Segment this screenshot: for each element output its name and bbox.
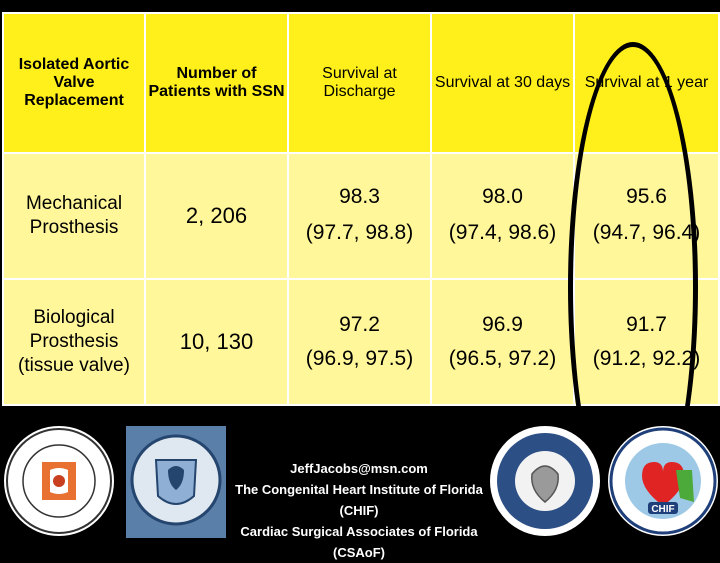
chif-logo-text: CHIF <box>651 504 674 515</box>
survival-value: 96.9 <box>482 313 523 336</box>
sts-seal-logo <box>4 426 114 536</box>
chif-logo: CHIF <box>608 426 718 536</box>
survival-value: 91.7 <box>626 313 667 336</box>
confidence-interval: (97.4, 98.6) <box>448 221 557 244</box>
patient-count: 2, 206 <box>144 152 289 280</box>
survival-grid: Isolated Aortic Valve Replacement Number… <box>2 12 720 406</box>
header-patients: Number of Patients with SSN <box>144 12 289 154</box>
confidence-interval: (96.5, 97.2) <box>448 347 557 370</box>
row-label: Biological Prosthesis (tissue valve) <box>2 278 146 406</box>
patient-count: 10, 130 <box>144 278 289 406</box>
header-discharge: Survival at Discharge <box>287 12 432 154</box>
table-row: Biological Prosthesis (tissue valve) 10,… <box>2 278 720 406</box>
day30-cell: 96.9 (96.5, 97.2) <box>430 278 575 406</box>
credits-block: JeffJacobs@msn.com The Congenital Heart … <box>234 458 484 563</box>
confidence-interval: (94.7, 96.4) <box>592 221 701 244</box>
discharge-cell: 97.2 (96.9, 97.5) <box>287 278 432 406</box>
header-30-days: Survival at 30 days <box>430 12 575 154</box>
day30-cell: 98.0 (97.4, 98.6) <box>430 152 575 280</box>
survival-table: Isolated Aortic Valve Replacement Number… <box>0 12 720 414</box>
survival-value: 98.3 <box>339 185 380 208</box>
survival-value: 97.2 <box>339 313 380 336</box>
survival-value: 95.6 <box>626 185 667 208</box>
csaof-line: Cardiac Surgical Associates of Florida (… <box>240 524 478 560</box>
footer: JeffJacobs@msn.com The Congenital Heart … <box>0 420 720 560</box>
year1-cell: 91.7 (91.2, 92.2) <box>573 278 720 406</box>
discharge-cell: 98.3 (97.7, 98.8) <box>287 152 432 280</box>
header-procedure: Isolated Aortic Valve Replacement <box>2 12 146 154</box>
year1-cell: 95.6 (94.7, 96.4) <box>573 152 720 280</box>
cardiac-surgical-associates-logo <box>490 426 600 536</box>
confidence-interval: (96.9, 97.5) <box>305 347 414 370</box>
row-label: Mechanical Prosthesis <box>2 152 146 280</box>
survival-value: 98.0 <box>482 185 523 208</box>
contact-email: JeffJacobs@msn.com <box>290 461 428 476</box>
society-shield-logo <box>126 426 226 538</box>
table-row: Mechanical Prosthesis 2, 206 98.3 (97.7,… <box>2 152 720 280</box>
header-row: Isolated Aortic Valve Replacement Number… <box>2 12 720 154</box>
header-1-year: Survival at 1 year <box>573 12 720 154</box>
confidence-interval: (91.2, 92.2) <box>592 347 701 370</box>
chif-line: The Congenital Heart Institute of Florid… <box>235 482 483 518</box>
confidence-interval: (97.7, 98.8) <box>305 221 414 244</box>
